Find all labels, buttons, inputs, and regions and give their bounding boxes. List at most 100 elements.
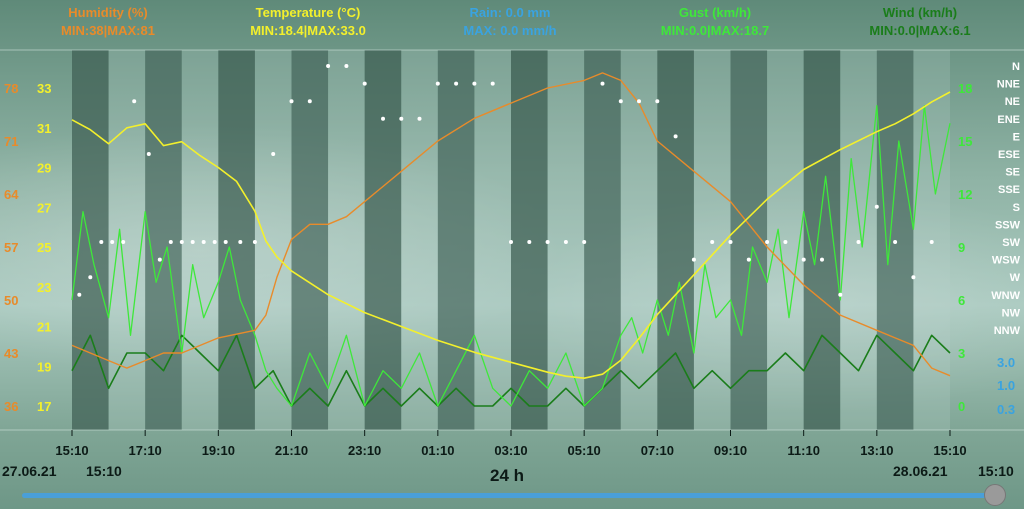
legend-rain: Rain: 0.0 mm MAX: 0.0 mm/h xyxy=(430,4,590,40)
time-stripe xyxy=(767,50,804,430)
direction-tick: NE xyxy=(1005,96,1020,108)
legend-gust-stats: MIN:0.0|MAX:18.7 xyxy=(660,23,770,38)
wind-direction-point xyxy=(728,240,733,244)
wind-direction-point xyxy=(121,240,126,244)
legend-gust-title: Gust (km/h) xyxy=(678,5,752,20)
wind-direction-point xyxy=(88,275,93,280)
direction-tick: E xyxy=(1013,131,1020,143)
humidity-tick: 78 xyxy=(4,81,18,96)
time-stripe xyxy=(693,50,731,430)
humidity-tick: 50 xyxy=(4,293,18,308)
time-tick-label: 19:10 xyxy=(202,443,235,458)
rain-tick: 1.0 xyxy=(997,378,1015,393)
rain-tick: 3.0 xyxy=(997,355,1015,370)
temperature-tick: 31 xyxy=(37,121,51,136)
footer-end-date: 28.06.21 xyxy=(893,463,948,479)
legend-temperature: Temperature (°C) MIN:18.4|MAX:33.0 xyxy=(228,4,388,40)
time-tick-label: 11:10 xyxy=(787,443,820,458)
humidity-tick: 43 xyxy=(4,346,18,361)
legend-rain-title: Rain: 0.0 mm xyxy=(469,5,551,20)
wind-direction-point xyxy=(911,275,916,280)
direction-tick: NNE xyxy=(997,79,1020,91)
wind-direction-point xyxy=(838,292,843,297)
wind-direction-point xyxy=(190,240,195,244)
time-range-slider[interactable] xyxy=(22,493,994,498)
wind-direction-point xyxy=(326,64,331,68)
temperature-tick: 17 xyxy=(37,399,51,414)
direction-tick: ESE xyxy=(998,149,1020,161)
direction-tick: N xyxy=(1012,61,1020,73)
rain-axis: 3.0 1.0 0.3 xyxy=(997,355,1015,417)
time-tick-label: 05:10 xyxy=(568,443,601,458)
time-stripe xyxy=(328,50,365,430)
time-stripe xyxy=(181,50,219,430)
wind-direction-point xyxy=(600,81,605,86)
wind-direction-point xyxy=(874,204,879,209)
wind-direction-point xyxy=(618,99,623,104)
speed-tick: 0 xyxy=(958,399,965,414)
wind-direction-point xyxy=(746,257,751,262)
wind-direction-point xyxy=(472,81,477,86)
footer-span: 24 h xyxy=(490,466,525,485)
speed-tick: 12 xyxy=(958,187,972,202)
time-stripes xyxy=(72,50,950,430)
time-stripe xyxy=(218,50,255,430)
footer-start-time: 15:10 xyxy=(86,463,122,479)
wind-direction-point xyxy=(362,81,367,86)
direction-tick: WNW xyxy=(991,290,1020,302)
time-stripe xyxy=(364,50,402,430)
wind-direction-point xyxy=(168,240,173,244)
time-tick-label: 03:10 xyxy=(494,443,527,458)
humidity-tick: 36 xyxy=(4,399,18,414)
series-line-temperature xyxy=(71,91,951,380)
wind-direction-point xyxy=(673,134,678,139)
wind-direction-point xyxy=(801,257,806,262)
wind-direction-point xyxy=(381,116,385,121)
legend-humidity-stats: MIN:38|MAX:81 xyxy=(61,23,155,38)
humidity-tick: 71 xyxy=(4,134,18,149)
legend-temperature-stats: MIN:18.4|MAX:33.0 xyxy=(250,23,366,38)
direction-tick: WSW xyxy=(992,255,1021,267)
series-line-wind xyxy=(71,334,951,407)
time-stripe xyxy=(511,50,548,430)
time-stripe xyxy=(291,50,329,430)
legend-humidity: Humidity (%) MIN:38|MAX:81 xyxy=(28,4,188,40)
speed-tick: 3 xyxy=(958,346,965,361)
wind-direction-dots xyxy=(77,64,934,297)
wind-direction-point xyxy=(179,240,184,244)
speed-tick: 6 xyxy=(958,293,965,308)
time-stripe xyxy=(840,50,877,430)
wind-direction-point xyxy=(582,240,587,244)
time-tick-label: 07:10 xyxy=(641,443,674,458)
wind-direction-point xyxy=(856,240,861,244)
legend-wind: Wind (km/h) MIN:0.0|MAX:6.1 xyxy=(840,4,1000,40)
time-tick-label: 13:10 xyxy=(860,443,893,458)
speed-tick: 15 xyxy=(958,134,972,149)
time-stripe xyxy=(145,50,182,430)
time-stripe xyxy=(913,50,950,430)
wind-direction-point xyxy=(490,81,495,86)
speed-tick: 9 xyxy=(958,240,965,255)
wind-direction-point xyxy=(929,240,934,244)
direction-tick: ENE xyxy=(997,114,1020,126)
wind-direction-point xyxy=(252,240,257,244)
temperature-tick: 19 xyxy=(37,359,51,374)
legend-rain-stats: MAX: 0.0 mm/h xyxy=(463,23,557,38)
time-range-slider-handle[interactable] xyxy=(984,484,1006,506)
chart-frame xyxy=(0,49,1024,431)
temperature-tick: 33 xyxy=(37,81,51,96)
direction-tick: NNW xyxy=(994,325,1021,337)
wind-direction-point xyxy=(110,240,115,244)
wind-direction-point xyxy=(271,152,276,156)
wind-direction-point xyxy=(454,81,459,86)
humidity-axis: 78 71 64 57 50 43 36 xyxy=(4,81,19,414)
time-tick-label: 09:10 xyxy=(714,443,747,458)
footer-end-time: 15:10 xyxy=(978,463,1014,479)
time-stripe xyxy=(108,50,146,430)
wind-direction-point xyxy=(783,240,788,244)
direction-axis: N NNE NE ENE E ESE SE SSE S SSW SW WSW W WNW NW NNW xyxy=(991,61,1020,337)
time-stripe xyxy=(620,50,658,430)
wind-direction-point xyxy=(77,292,82,297)
wind-direction-point xyxy=(893,240,898,244)
